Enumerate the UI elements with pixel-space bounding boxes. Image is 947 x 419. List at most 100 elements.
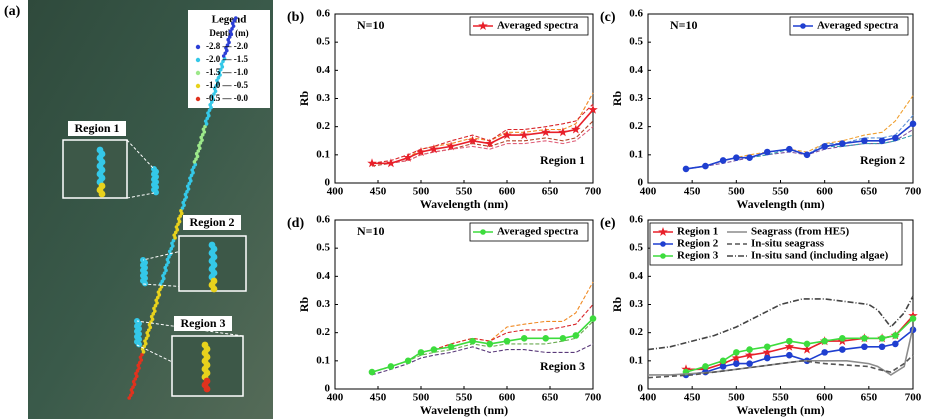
panel-label: (d) bbox=[287, 216, 304, 231]
track-dot bbox=[212, 86, 217, 91]
legend-label: Seagrass (from HE5) bbox=[751, 226, 850, 238]
sample-line bbox=[371, 321, 594, 373]
x-tick-label: 600 bbox=[816, 186, 833, 198]
track-dot bbox=[162, 271, 167, 275]
marker bbox=[909, 120, 917, 128]
legend-label: Region 1 bbox=[677, 226, 718, 238]
marker bbox=[786, 145, 793, 153]
chart: (b) 400 450 500 550 600 650 700 0 0.1 0.2 0.3 0.4 0.5… bbox=[287, 8, 602, 211]
chart: (d) 400 450 500 550 600 650 700 0 0.1 0.2 0.3 0.4 0.5… bbox=[287, 214, 602, 417]
marker bbox=[878, 335, 886, 342]
track-dot bbox=[213, 89, 218, 94]
track-dot bbox=[154, 298, 158, 303]
track-dot bbox=[193, 162, 198, 167]
track-dot bbox=[167, 249, 172, 254]
legend-box bbox=[649, 222, 903, 266]
track-dot bbox=[132, 382, 137, 387]
track-dot bbox=[231, 24, 236, 28]
marker bbox=[520, 335, 528, 342]
marker bbox=[786, 337, 793, 345]
marker bbox=[821, 349, 828, 356]
region-label-box bbox=[68, 121, 126, 136]
track-dot bbox=[150, 317, 155, 322]
legend-label: -1.5 — -1.0 bbox=[206, 67, 248, 77]
panel-label: (e) bbox=[600, 216, 616, 231]
sample-line bbox=[685, 95, 914, 170]
marker bbox=[469, 337, 476, 345]
y-tick-label: 0.5 bbox=[316, 242, 330, 254]
annotation: N=10 bbox=[357, 224, 385, 238]
y-tick-label: 0.6 bbox=[629, 214, 643, 226]
x-tick-label: 650 bbox=[861, 392, 878, 404]
track-dot bbox=[177, 219, 182, 224]
marker bbox=[861, 335, 868, 342]
track-dot bbox=[185, 189, 189, 194]
track-dot bbox=[198, 146, 202, 151]
marker bbox=[733, 154, 740, 161]
track-dot bbox=[144, 336, 149, 341]
y-tick-label: 0.1 bbox=[629, 148, 643, 160]
marker bbox=[429, 144, 439, 154]
marker bbox=[702, 162, 709, 170]
track-dot bbox=[202, 130, 207, 134]
track-dot bbox=[139, 358, 144, 362]
track-dot bbox=[222, 56, 227, 61]
track-dot bbox=[212, 92, 216, 96]
track-dot bbox=[200, 132, 205, 137]
marker bbox=[762, 347, 772, 357]
marker bbox=[682, 165, 690, 173]
x-tick-label: 550 bbox=[456, 186, 473, 198]
marker bbox=[878, 137, 886, 145]
y-tick-label: 0.5 bbox=[316, 36, 330, 48]
marker bbox=[571, 124, 581, 134]
legend-dot bbox=[195, 57, 201, 63]
y-tick-label: 0.2 bbox=[629, 120, 643, 132]
track-dot bbox=[175, 227, 180, 232]
track-dot bbox=[146, 328, 151, 332]
track-dot bbox=[167, 255, 171, 259]
y-tick-label: 0.1 bbox=[316, 148, 330, 160]
x-tick-label: 400 bbox=[327, 392, 344, 404]
track-dot bbox=[165, 257, 170, 262]
track-dot bbox=[221, 54, 226, 58]
track-dot bbox=[151, 312, 156, 316]
leader-line bbox=[136, 320, 244, 337]
annotation: N=10 bbox=[670, 18, 698, 32]
y-tick-label: 0.4 bbox=[629, 270, 643, 282]
region-label-box bbox=[183, 215, 241, 230]
track-dot bbox=[190, 168, 194, 172]
marker bbox=[746, 346, 753, 353]
marker bbox=[733, 349, 740, 356]
y-tick-label: 0.5 bbox=[629, 36, 643, 48]
legend-label: Averaged spectra bbox=[497, 226, 579, 238]
marker bbox=[486, 340, 494, 348]
track-dot bbox=[166, 260, 171, 265]
track-dot bbox=[189, 173, 194, 178]
chart: (c) 400 450 500 550 600 650 700 0 0.1 0.2 0.3 0.4 0.5… bbox=[600, 8, 922, 211]
panel-label: (b) bbox=[287, 10, 304, 25]
y-tick-label: 0.3 bbox=[316, 298, 330, 310]
legend-title: Legend bbox=[212, 14, 247, 26]
track-dot bbox=[180, 206, 185, 210]
x-tick-label: 700 bbox=[585, 392, 602, 404]
x-axis-label: Wavelength (nm) bbox=[420, 403, 508, 417]
marker bbox=[861, 137, 868, 145]
y-tick-label: 0.1 bbox=[629, 354, 643, 366]
x-tick-label: 450 bbox=[684, 186, 701, 198]
track-dot bbox=[230, 21, 235, 26]
track-dot bbox=[157, 293, 162, 297]
marker bbox=[416, 147, 426, 157]
track-dot bbox=[178, 214, 183, 218]
track-dot bbox=[232, 18, 237, 23]
y-tick-label: 0 bbox=[325, 177, 331, 189]
x-tick-label: 700 bbox=[905, 186, 922, 198]
track-dot bbox=[146, 333, 150, 338]
marker bbox=[733, 360, 740, 367]
track-dot bbox=[130, 390, 135, 395]
marker bbox=[447, 343, 455, 351]
marker bbox=[386, 158, 396, 168]
track-dot bbox=[133, 377, 138, 381]
marker bbox=[367, 158, 377, 168]
track-dot bbox=[201, 127, 206, 132]
marker bbox=[746, 154, 753, 161]
